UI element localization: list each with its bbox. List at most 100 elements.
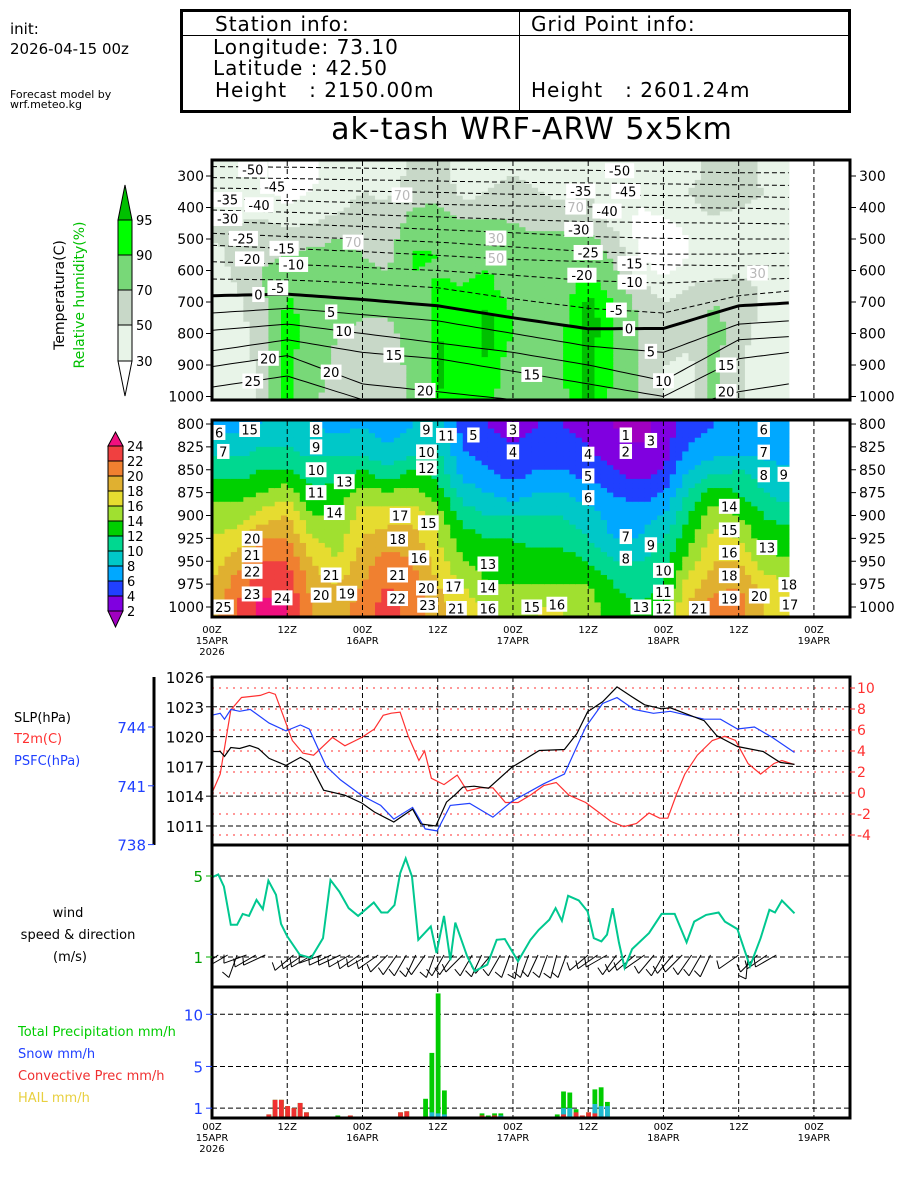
rh-cell <box>600 341 608 346</box>
rh-cell <box>688 254 696 260</box>
rh-cell <box>368 242 376 248</box>
rh-cell <box>312 161 320 165</box>
rh-cell <box>682 302 690 307</box>
rh-cell <box>462 258 470 264</box>
rh-cell <box>212 341 219 346</box>
rh-cell <box>312 388 320 394</box>
rh-cell <box>550 187 558 193</box>
rh-cell <box>306 195 313 201</box>
rh-cell <box>487 309 495 315</box>
rh-cell <box>387 365 395 370</box>
rh-cell <box>255 337 263 343</box>
rh-cell <box>525 246 533 252</box>
rh-cell <box>318 187 326 193</box>
rh-cell <box>600 392 608 398</box>
rh-cell <box>644 172 652 177</box>
rh-cell <box>644 183 652 189</box>
rh-cell <box>556 349 564 354</box>
rh-cell <box>456 270 464 276</box>
rh-cell <box>688 258 696 264</box>
rh-cell <box>387 262 395 268</box>
rh-cell <box>632 357 639 362</box>
rh-cell <box>293 179 301 185</box>
rh-cell <box>494 349 502 354</box>
rh-cell <box>607 294 614 299</box>
rh-cell <box>243 286 251 291</box>
rh-cell <box>707 365 715 370</box>
rh-cell <box>349 199 357 205</box>
rh-cell <box>362 211 370 217</box>
rh-cell <box>230 168 238 173</box>
rh-cell <box>293 191 301 197</box>
rh-cell <box>443 325 451 331</box>
rh-cell <box>356 337 364 343</box>
rh-cell <box>318 313 326 319</box>
rh-cell <box>481 250 489 256</box>
rh-cell <box>437 250 445 256</box>
rh-cell <box>594 309 602 315</box>
rh-cell <box>663 258 671 264</box>
rh-cell <box>550 168 558 173</box>
rh-cell <box>462 242 470 248</box>
rh-cell <box>218 250 226 256</box>
rh-cell <box>550 266 558 272</box>
rh-cell <box>657 353 665 358</box>
rh-cell <box>212 321 219 327</box>
rh-cell <box>694 317 702 323</box>
rh-cell <box>274 164 282 169</box>
rh-cell <box>632 380 639 386</box>
rh-cell <box>550 211 558 217</box>
rh-cell <box>262 380 270 386</box>
rh-cell <box>343 353 351 358</box>
rh-cell <box>368 274 376 280</box>
rh-cell <box>243 278 251 283</box>
rh-cell <box>600 396 608 400</box>
rh-cell <box>212 168 219 173</box>
rh-cell <box>218 274 226 280</box>
rh-cell <box>400 298 407 303</box>
rh-cell <box>425 211 433 217</box>
rh-cell <box>349 274 357 280</box>
rh-cell <box>437 262 445 268</box>
rh-cell <box>287 357 295 362</box>
rh-cell <box>387 341 395 346</box>
rh-cell <box>644 361 652 366</box>
rh-cell <box>387 235 395 240</box>
rh-cell <box>694 172 702 177</box>
rh-cell <box>469 274 476 280</box>
rh-cell <box>318 215 326 220</box>
rh-cell <box>431 172 439 177</box>
rh-cell <box>675 203 683 209</box>
rh-cell <box>575 384 583 390</box>
rh-cell <box>212 345 219 350</box>
rh-cell <box>331 396 339 400</box>
rh-cell <box>262 294 270 299</box>
rh-cell <box>638 321 646 327</box>
rh-cell <box>324 353 332 358</box>
rh-cell <box>268 376 276 382</box>
rh-cell <box>638 372 646 378</box>
rh-cell <box>657 199 665 205</box>
rh-cell <box>713 341 721 346</box>
rh-cell <box>375 207 382 213</box>
rh-cell <box>318 223 326 228</box>
rh-cell <box>707 376 715 382</box>
rh-cell <box>569 329 577 335</box>
rh-cell <box>450 187 458 193</box>
rh-cell <box>588 211 596 217</box>
rh-cell <box>694 266 702 272</box>
rh-cell <box>356 353 364 358</box>
rh-cell <box>663 207 671 213</box>
rh-cell <box>349 161 357 165</box>
rh-cell <box>287 161 295 165</box>
rh-cell <box>224 168 232 173</box>
rh-cell <box>487 392 495 398</box>
rh-cell <box>538 235 545 240</box>
rh-cell <box>644 365 652 370</box>
rh-cell <box>644 219 652 224</box>
rh-cell <box>688 313 696 319</box>
rh-cell <box>619 341 627 346</box>
rh-cell <box>450 168 458 173</box>
rh-cell <box>500 219 508 224</box>
rh-cell <box>638 329 646 335</box>
